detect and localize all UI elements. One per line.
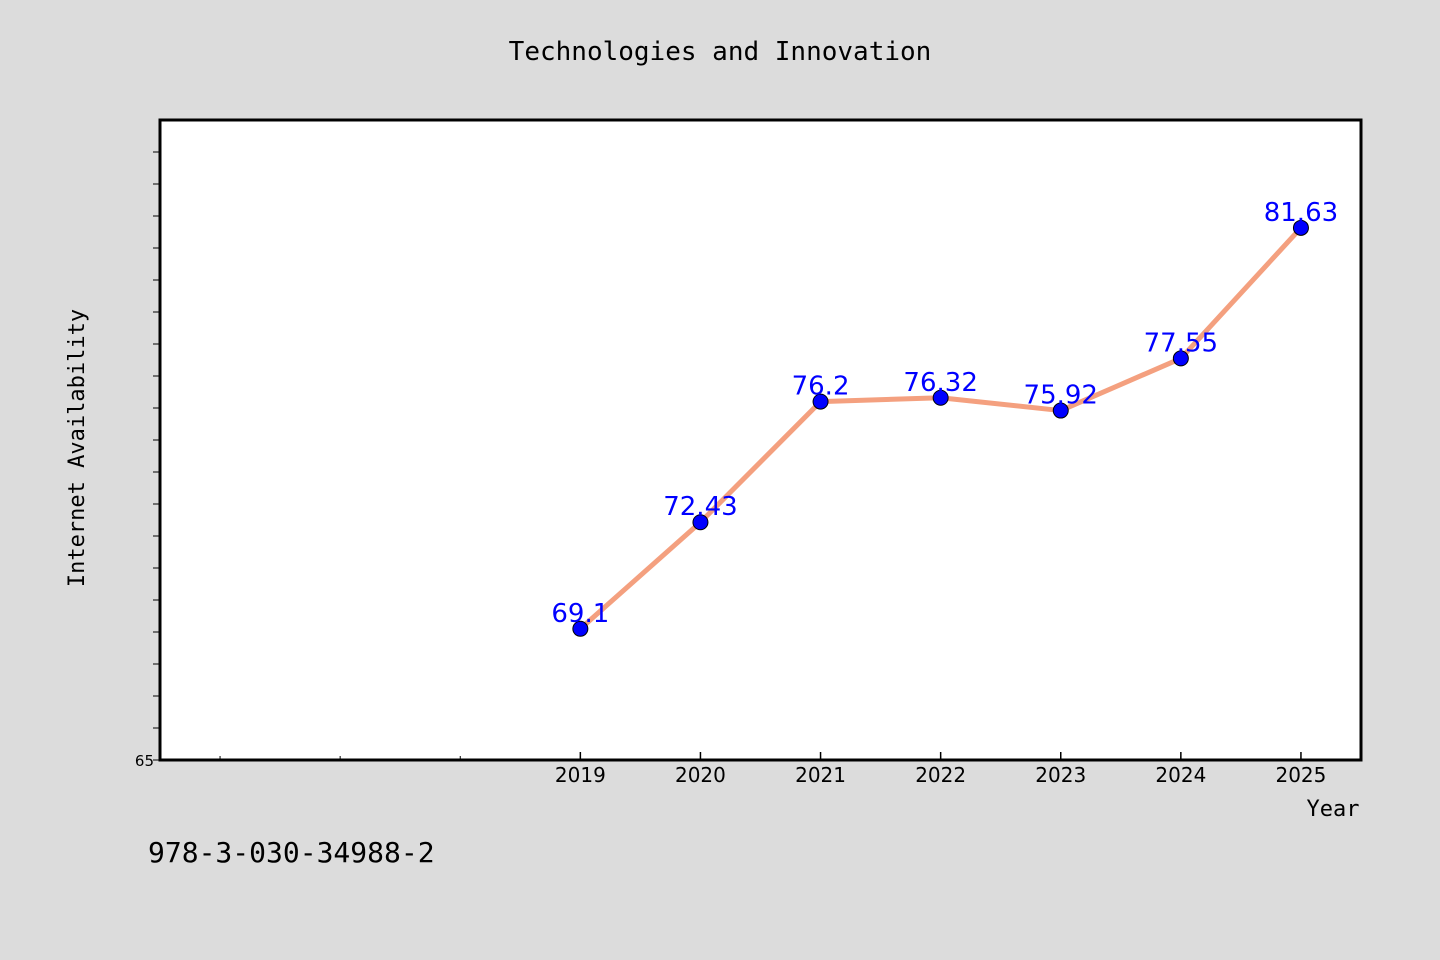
- data-point: [692, 514, 709, 531]
- plot-area: [158, 118, 1363, 762]
- data-label: 72.43: [663, 492, 737, 522]
- y-tick-label: 65: [135, 752, 154, 770]
- x-tick-label: 2025: [1275, 763, 1326, 787]
- x-tick-label: 2021: [795, 763, 846, 787]
- data-point: [812, 393, 829, 410]
- data-point: [1292, 219, 1309, 236]
- x-tick-label: 2023: [1035, 763, 1086, 787]
- data-point: [572, 620, 589, 637]
- x-axis: 2019 2020 2021 2022 2023 2024 2025: [219, 752, 1326, 787]
- x-tick-label: 2019: [555, 763, 606, 787]
- data-label: 75.92: [1024, 381, 1098, 411]
- y-axis: 65: [135, 151, 160, 770]
- x-tick-label: 2022: [915, 763, 966, 787]
- y-axis-label: Internet Availability: [65, 309, 90, 587]
- data-point: [1052, 402, 1069, 419]
- data-point: [932, 389, 949, 406]
- x-axis-label: Year: [1307, 797, 1360, 822]
- data-label: 76.2: [792, 372, 850, 402]
- chart-title: Technologies and Innovation: [509, 37, 932, 67]
- data-label: 77.55: [1144, 328, 1218, 358]
- series-layer: 69.1 72.43 76.2 76.32 75.92 77.55 81.63: [551, 198, 1338, 637]
- data-label: 76.32: [903, 368, 977, 398]
- x-tick-label: 2020: [675, 763, 726, 787]
- footnote-text: 978-3-030-34988-2: [148, 836, 435, 869]
- x-tick-label: 2024: [1155, 763, 1206, 787]
- data-point: [1172, 350, 1189, 367]
- data-label: 69.1: [551, 599, 609, 629]
- data-label: 81.63: [1264, 198, 1338, 228]
